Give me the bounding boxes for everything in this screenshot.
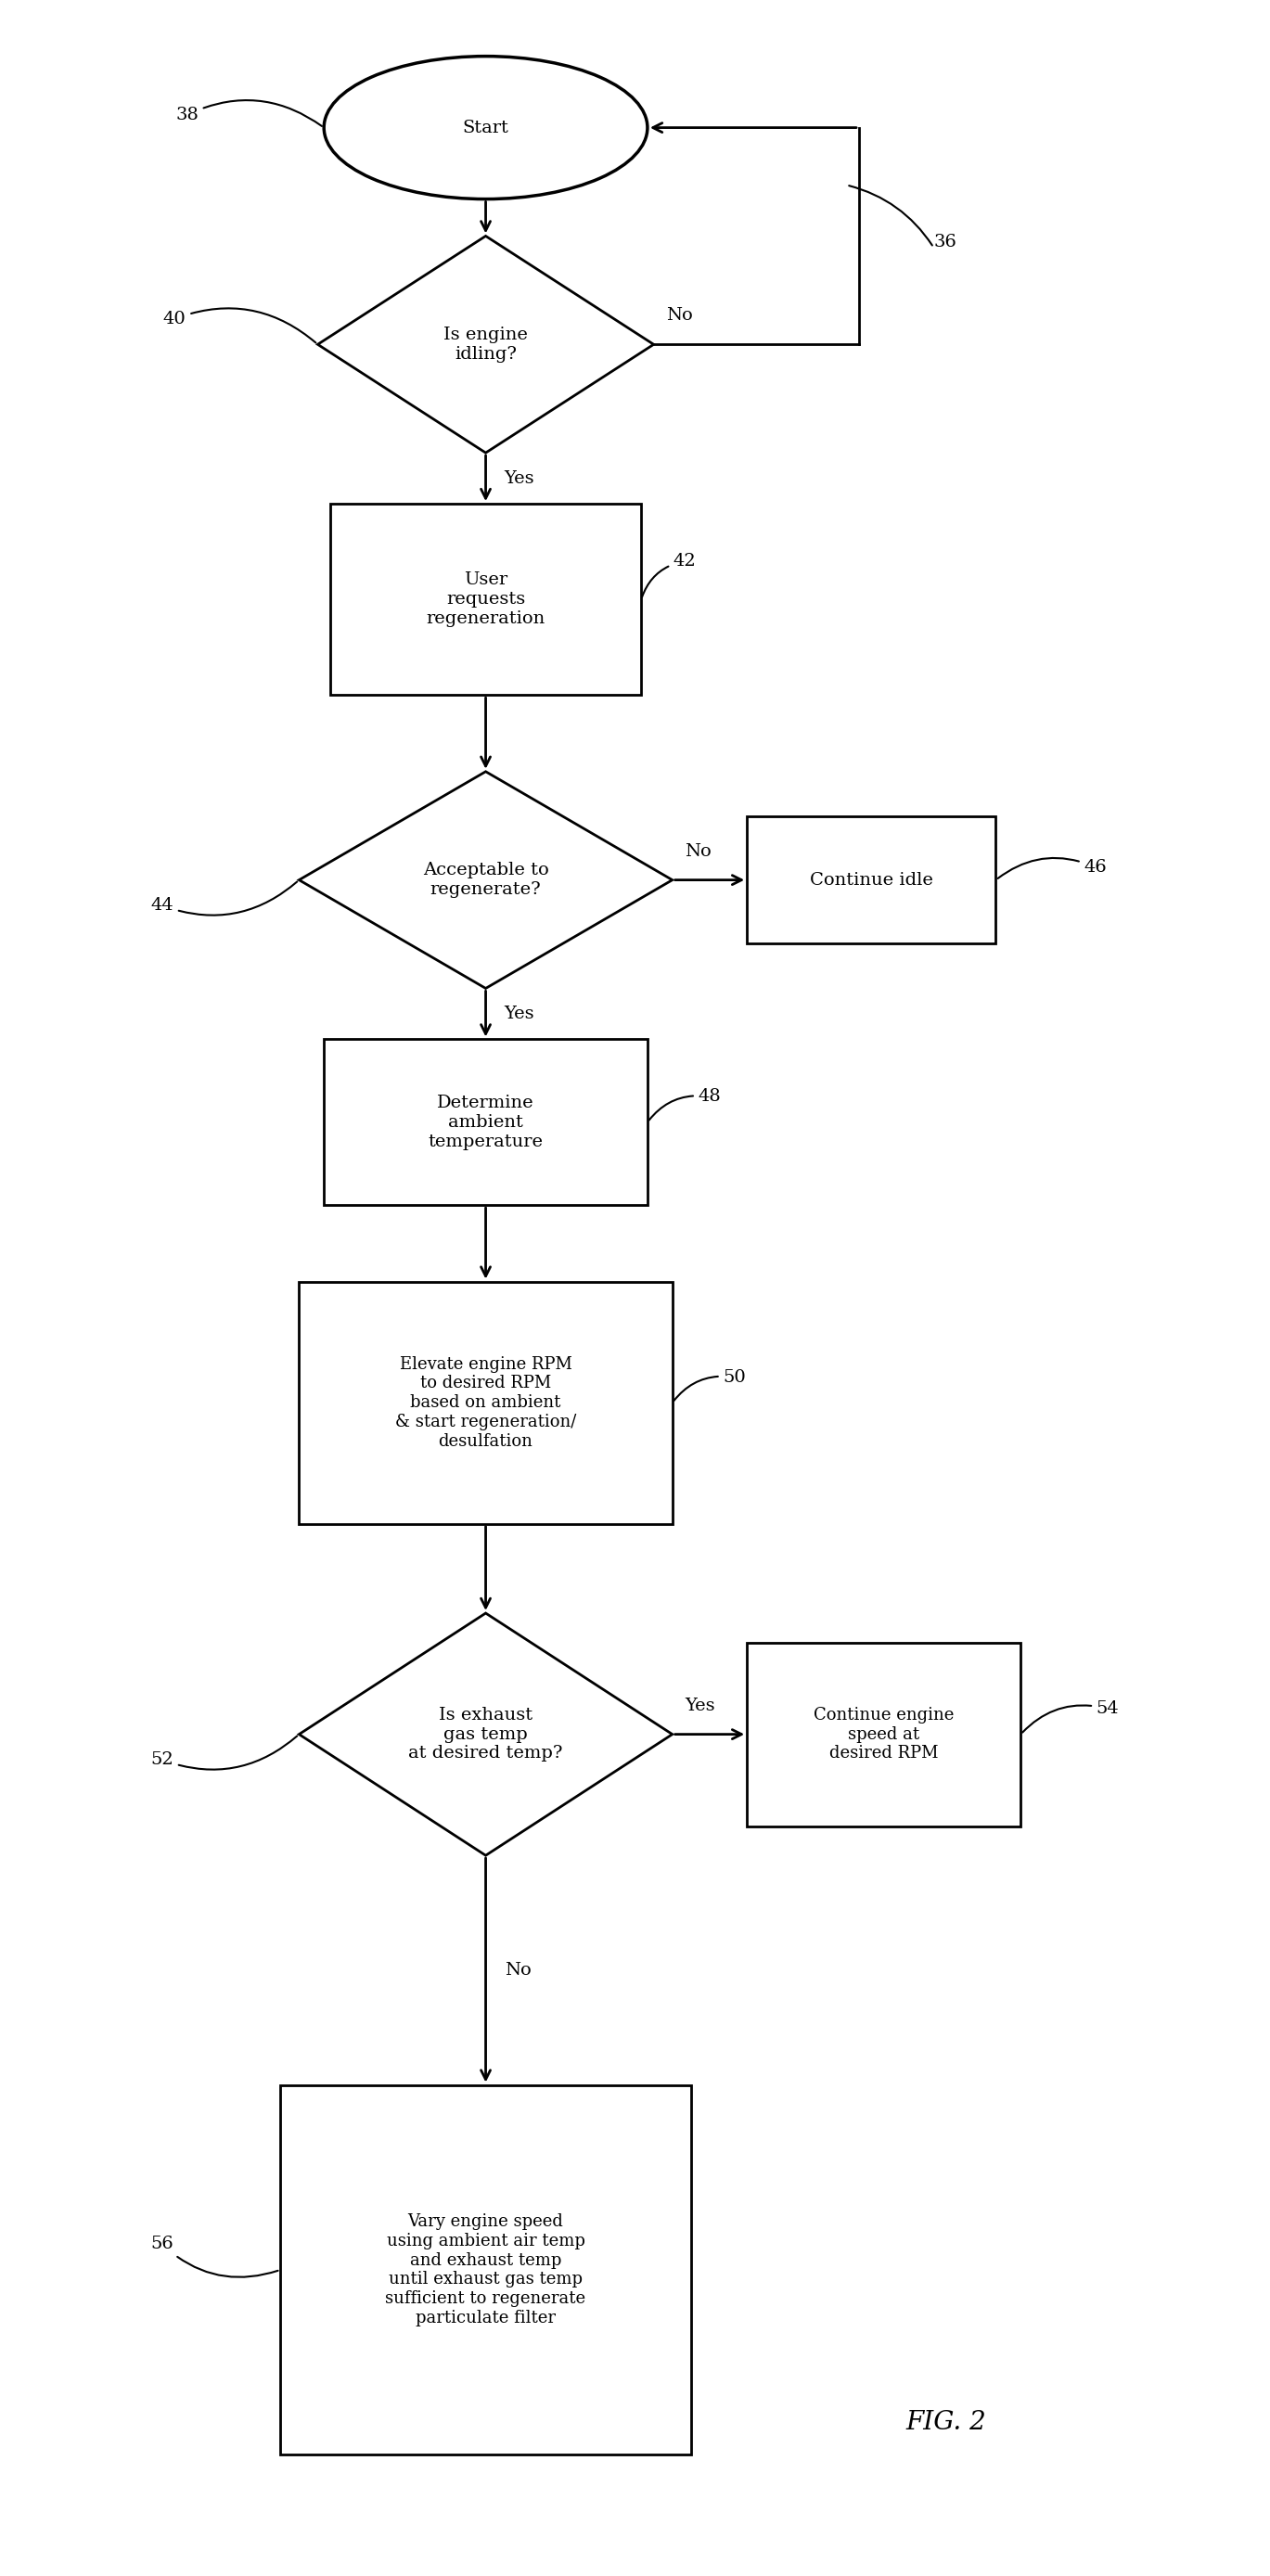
Bar (330, 505, 641, 696)
Bar (281, 2084, 691, 2455)
Bar (747, 1643, 1021, 1826)
Text: User
requests
regeneration: User requests regeneration (427, 572, 545, 626)
Text: Is exhaust
gas temp
at desired temp?: Is exhaust gas temp at desired temp? (409, 1708, 563, 1762)
Text: Vary engine speed
using ambient air temp
and exhaust temp
until exhaust gas temp: Vary engine speed using ambient air temp… (385, 2213, 585, 2326)
Text: Elevate engine RPM
to desired RPM
based on ambient
& start regeneration/
desulfa: Elevate engine RPM to desired RPM based … (395, 1355, 577, 1450)
Text: No: No (504, 1963, 531, 1978)
Bar (324, 1038, 648, 1206)
Text: Yes: Yes (504, 1005, 535, 1023)
Text: 46: 46 (998, 858, 1107, 878)
Text: 42: 42 (643, 554, 696, 598)
Polygon shape (298, 773, 672, 989)
Text: Acceptable to
regenerate?: Acceptable to regenerate? (423, 863, 549, 899)
Text: Start: Start (462, 118, 509, 137)
Text: 50: 50 (674, 1368, 745, 1401)
Polygon shape (318, 237, 654, 453)
Text: Determine
ambient
temperature: Determine ambient temperature (428, 1095, 544, 1149)
Text: No: No (665, 307, 692, 325)
Text: Continue engine
speed at
desired RPM: Continue engine speed at desired RPM (814, 1708, 954, 1762)
Bar (747, 817, 996, 943)
Ellipse shape (324, 57, 648, 198)
Text: Yes: Yes (504, 469, 535, 487)
Text: Continue idle: Continue idle (810, 871, 933, 889)
Text: 56: 56 (151, 2236, 278, 2277)
Text: Is engine
idling?: Is engine idling? (443, 327, 528, 363)
Polygon shape (298, 1613, 672, 1855)
Text: 52: 52 (151, 1736, 297, 1770)
Text: Yes: Yes (685, 1698, 715, 1713)
Text: 36: 36 (933, 234, 956, 250)
Text: 54: 54 (1022, 1700, 1119, 1734)
Text: 40: 40 (163, 309, 316, 343)
Text: No: No (685, 842, 711, 860)
Text: 44: 44 (151, 881, 297, 914)
Bar (298, 1283, 672, 1525)
Text: 38: 38 (175, 100, 321, 126)
Text: FIG. 2: FIG. 2 (906, 2411, 987, 2434)
Text: 48: 48 (649, 1090, 721, 1121)
